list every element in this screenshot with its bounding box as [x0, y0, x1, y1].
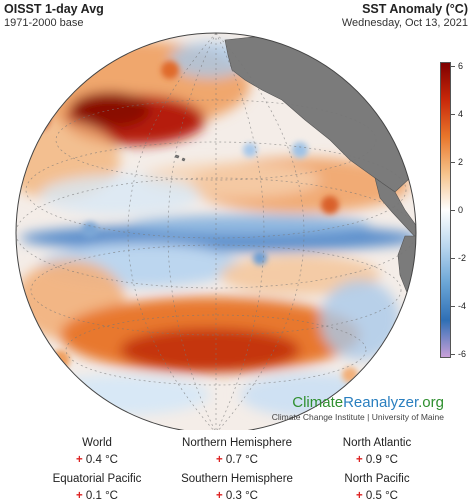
stat-southern-hemisphere: Southern Hemisphere + 0.3 °C [162, 472, 312, 503]
stat-north-pacific: North Pacific + 0.5 °C [302, 472, 452, 503]
stat-label: North Pacific [344, 473, 410, 485]
stat-value: + 0.9 °C [355, 454, 398, 466]
stat-world: World + 0.4 °C [22, 436, 172, 467]
stat-label: Equatorial Pacific [52, 473, 142, 485]
stat-value: + 0.5 °C [355, 490, 398, 502]
colorbar-tick-mark [451, 114, 455, 115]
colorbar-tick-label: -4 [458, 301, 467, 311]
stat-value: + 0.4 °C [75, 454, 118, 466]
map-title: OISST 1-day Avg [4, 2, 104, 16]
central-america-landmass [374, 177, 416, 241]
climate-reanalyzer-logo[interactable]: ClimateReanalyzer.org Climate Change Ins… [272, 394, 444, 422]
sst-anomaly-globe[interactable] [0, 0, 474, 430]
anomaly-speckles [30, 61, 358, 383]
colorbar-tick-label: -6 [458, 349, 467, 359]
stat-value: + 0.7 °C [215, 454, 258, 466]
stat-value: + 0.3 °C [215, 490, 258, 502]
colorbar-tick-label: 2 [458, 157, 464, 167]
colorbar-tick-mark [451, 258, 455, 259]
stat-value: + 0.1 °C [75, 490, 118, 502]
stat-equatorial-pacific: Equatorial Pacific + 0.1 °C [22, 472, 172, 503]
colorbar-tick-mark [451, 210, 455, 211]
globe-outline [15, 32, 417, 430]
colorbar-tick-label: 4 [458, 109, 464, 119]
brand-name: ClimateReanalyzer.org [292, 394, 444, 411]
stat-label: World [82, 437, 112, 449]
stat-label: Southern Hemisphere [181, 473, 293, 485]
header-left: OISST 1-day Avg 1971-2000 base [4, 2, 104, 30]
variable-title: SST Anomaly (°C) [362, 2, 468, 16]
colorbar-tick-mark [451, 306, 455, 307]
stat-north-atlantic: North Atlantic + 0.9 °C [302, 436, 452, 467]
date-label: Wednesday, Oct 13, 2021 [341, 17, 468, 29]
colorbar-tick-mark [451, 354, 455, 355]
graticule [16, 33, 416, 430]
stat-northern-hemisphere: Northern Hemisphere + 0.7 °C [162, 436, 312, 467]
globe-surface [16, 33, 416, 430]
header-right: SST Anomaly (°C) Wednesday, Oct 13, 2021 [342, 2, 468, 30]
stat-label: Northern Hemisphere [182, 437, 292, 449]
colorbar-tick-label: 0 [458, 205, 464, 215]
anomaly-colorbar [440, 62, 451, 358]
colorbar-tick-label: 6 [458, 61, 464, 71]
brand-subtitle: Climate Change Institute | University of… [271, 412, 444, 422]
stat-label: North Atlantic [342, 437, 412, 449]
colorbar-tick-mark [451, 66, 455, 67]
colorbar-tick-mark [451, 162, 455, 163]
baseline-label: 1971-2000 base [4, 17, 84, 29]
colorbar-tick-label: -2 [458, 253, 467, 263]
